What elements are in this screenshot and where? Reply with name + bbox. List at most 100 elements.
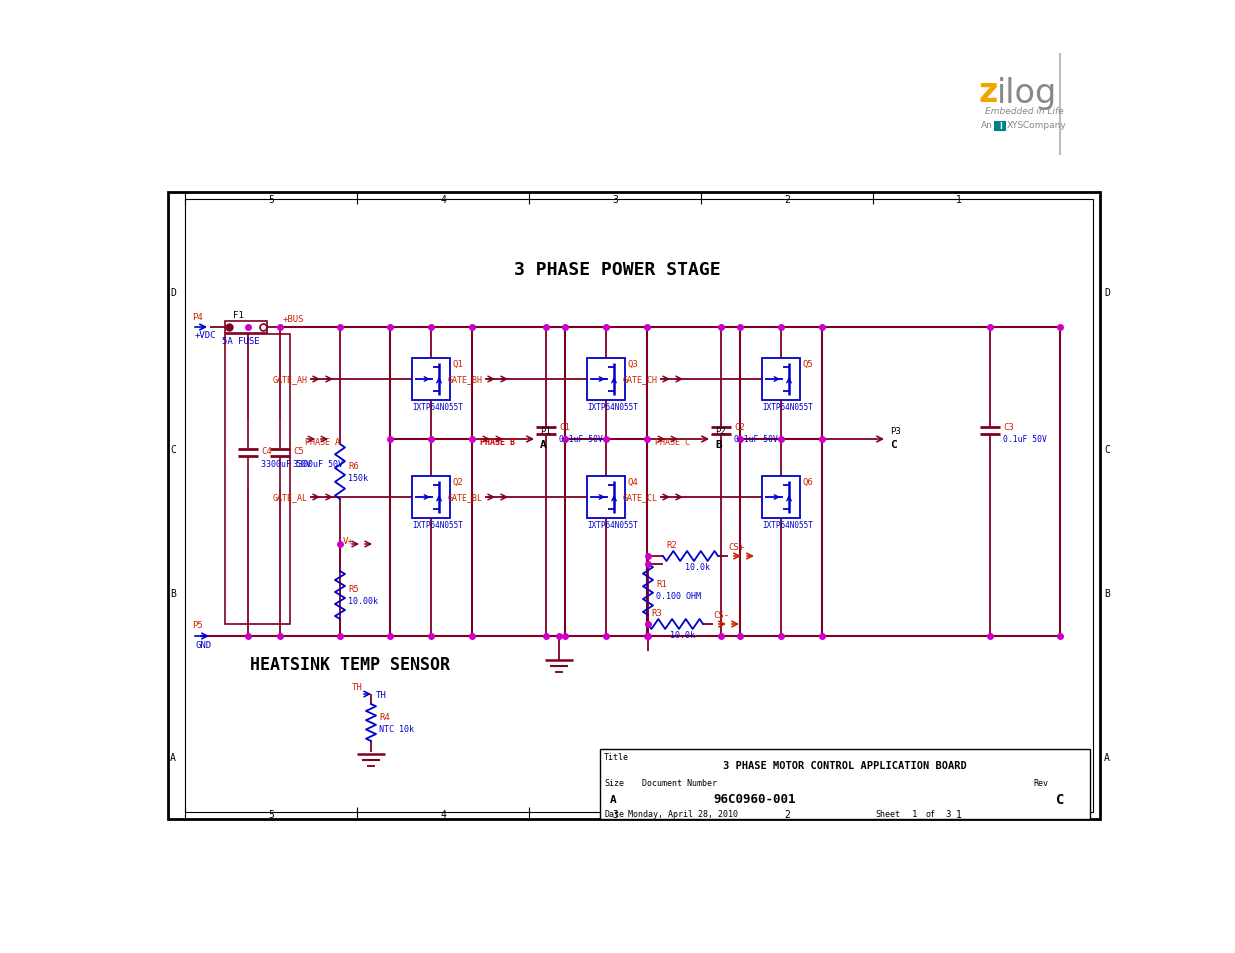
Text: I: I [999, 122, 1002, 131]
Text: PHASE B: PHASE B [480, 438, 515, 447]
Text: CS+: CS+ [727, 543, 745, 552]
Bar [225, 335, 290, 624]
Text: R1: R1 [656, 579, 667, 588]
Text: F1: F1 [233, 312, 243, 320]
Text: Q2: Q2 [452, 477, 463, 486]
Text: 3300uF 50V: 3300uF 50V [293, 460, 343, 469]
Text: A: A [1104, 752, 1110, 762]
Text: 3300uF 50V: 3300uF 50V [261, 460, 311, 469]
Text: 10.00k: 10.00k [348, 597, 378, 606]
Text: 0.1uF 50V: 0.1uF 50V [559, 435, 603, 444]
Text: +BUS: +BUS [283, 314, 305, 323]
Text: GND: GND [195, 640, 211, 650]
Text: 10.0k: 10.0k [671, 630, 695, 639]
Text: R3: R3 [651, 609, 662, 618]
Text: z: z [978, 76, 998, 110]
Bar [168, 193, 1100, 820]
Bar [994, 122, 1005, 131]
Text: Size: Size [604, 779, 624, 788]
Bar [185, 200, 1093, 812]
Text: R6: R6 [348, 461, 358, 471]
Text: C: C [170, 444, 175, 455]
Text: GATE_AL: GATE_AL [273, 493, 308, 502]
Text: Q6: Q6 [802, 477, 813, 486]
Text: P2: P2 [715, 426, 726, 435]
Text: Title: Title [604, 753, 629, 761]
Text: Company: Company [1020, 121, 1066, 131]
Text: ilog: ilog [997, 76, 1057, 110]
Text: 4: 4 [440, 809, 446, 820]
Text: TH: TH [352, 682, 363, 692]
Bar [762, 358, 800, 400]
Text: P5: P5 [191, 620, 203, 630]
Text: GATE_CH: GATE_CH [622, 375, 658, 384]
Text: Monday, April 28, 2010: Monday, April 28, 2010 [629, 810, 739, 819]
Text: 10.0k: 10.0k [685, 562, 710, 571]
Bar [225, 322, 267, 334]
Text: Q5: Q5 [802, 359, 813, 368]
Text: 3: 3 [613, 194, 618, 205]
Text: HEATSINK TEMP SENSOR: HEATSINK TEMP SENSOR [249, 656, 450, 673]
Text: Date: Date [604, 810, 624, 819]
Text: of: of [925, 810, 935, 819]
Text: A: A [610, 794, 616, 804]
Text: 1: 1 [956, 809, 962, 820]
Text: 5A FUSE: 5A FUSE [222, 336, 259, 345]
Text: 5: 5 [268, 809, 274, 820]
Text: 150k: 150k [348, 474, 368, 482]
Text: Document Number: Document Number [642, 779, 718, 788]
Text: D: D [1104, 288, 1110, 297]
Text: 5: 5 [268, 194, 274, 205]
Text: R4: R4 [379, 712, 390, 721]
Text: PHASE C: PHASE C [655, 438, 690, 447]
Text: Embedded in Life: Embedded in Life [986, 108, 1063, 116]
Text: B: B [1104, 588, 1110, 598]
Text: C: C [1104, 444, 1110, 455]
Text: Sheet: Sheet [876, 810, 900, 819]
Text: R2: R2 [666, 541, 677, 550]
Text: IXTP64N055T: IXTP64N055T [587, 520, 637, 529]
Text: GATE_CL: GATE_CL [622, 493, 658, 502]
Bar [587, 476, 625, 518]
Text: IXTP64N055T: IXTP64N055T [762, 520, 813, 529]
Text: C: C [1056, 792, 1065, 806]
Text: B: B [715, 439, 721, 450]
Text: +VDC: +VDC [195, 330, 216, 339]
Text: 4: 4 [440, 194, 446, 205]
Text: Q1: Q1 [452, 359, 463, 368]
Text: IXTP64N055T: IXTP64N055T [412, 402, 463, 411]
Text: R5: R5 [348, 585, 358, 594]
Bar [412, 358, 450, 400]
Text: C1: C1 [559, 423, 569, 432]
Text: PHASE A: PHASE A [305, 438, 340, 447]
Text: GATE_AH: GATE_AH [273, 375, 308, 384]
Text: P4: P4 [191, 314, 203, 322]
Text: 3 PHASE MOTOR CONTROL APPLICATION BOARD: 3 PHASE MOTOR CONTROL APPLICATION BOARD [724, 760, 967, 770]
Text: C2: C2 [734, 423, 745, 432]
Text: IXTP64N055T: IXTP64N055T [762, 402, 813, 411]
Text: 1: 1 [911, 810, 918, 819]
Text: Q3: Q3 [627, 359, 637, 368]
Text: XYS: XYS [1007, 121, 1024, 131]
Text: D: D [170, 288, 175, 297]
Text: 3: 3 [613, 809, 618, 820]
Text: CS-: CS- [713, 611, 729, 619]
Text: P1: P1 [540, 426, 551, 435]
Text: C4: C4 [261, 447, 272, 456]
Text: B: B [170, 588, 175, 598]
Text: 0.100 OHM: 0.100 OHM [656, 592, 701, 600]
Text: IXTP64N055T: IXTP64N055T [412, 520, 463, 529]
Text: C5: C5 [293, 447, 304, 456]
Text: V+: V+ [343, 536, 353, 545]
Text: 0.1uF 50V: 0.1uF 50V [734, 435, 778, 444]
Bar [600, 749, 1091, 820]
Text: A: A [540, 439, 547, 450]
Text: C3: C3 [1003, 423, 1014, 432]
Text: A: A [170, 752, 175, 762]
Text: 3: 3 [945, 810, 951, 819]
Text: Rev: Rev [1032, 779, 1049, 788]
Bar [412, 476, 450, 518]
Text: C: C [890, 439, 897, 450]
Text: NTC 10k: NTC 10k [379, 724, 414, 733]
Text: GATE_BL: GATE_BL [448, 493, 483, 502]
